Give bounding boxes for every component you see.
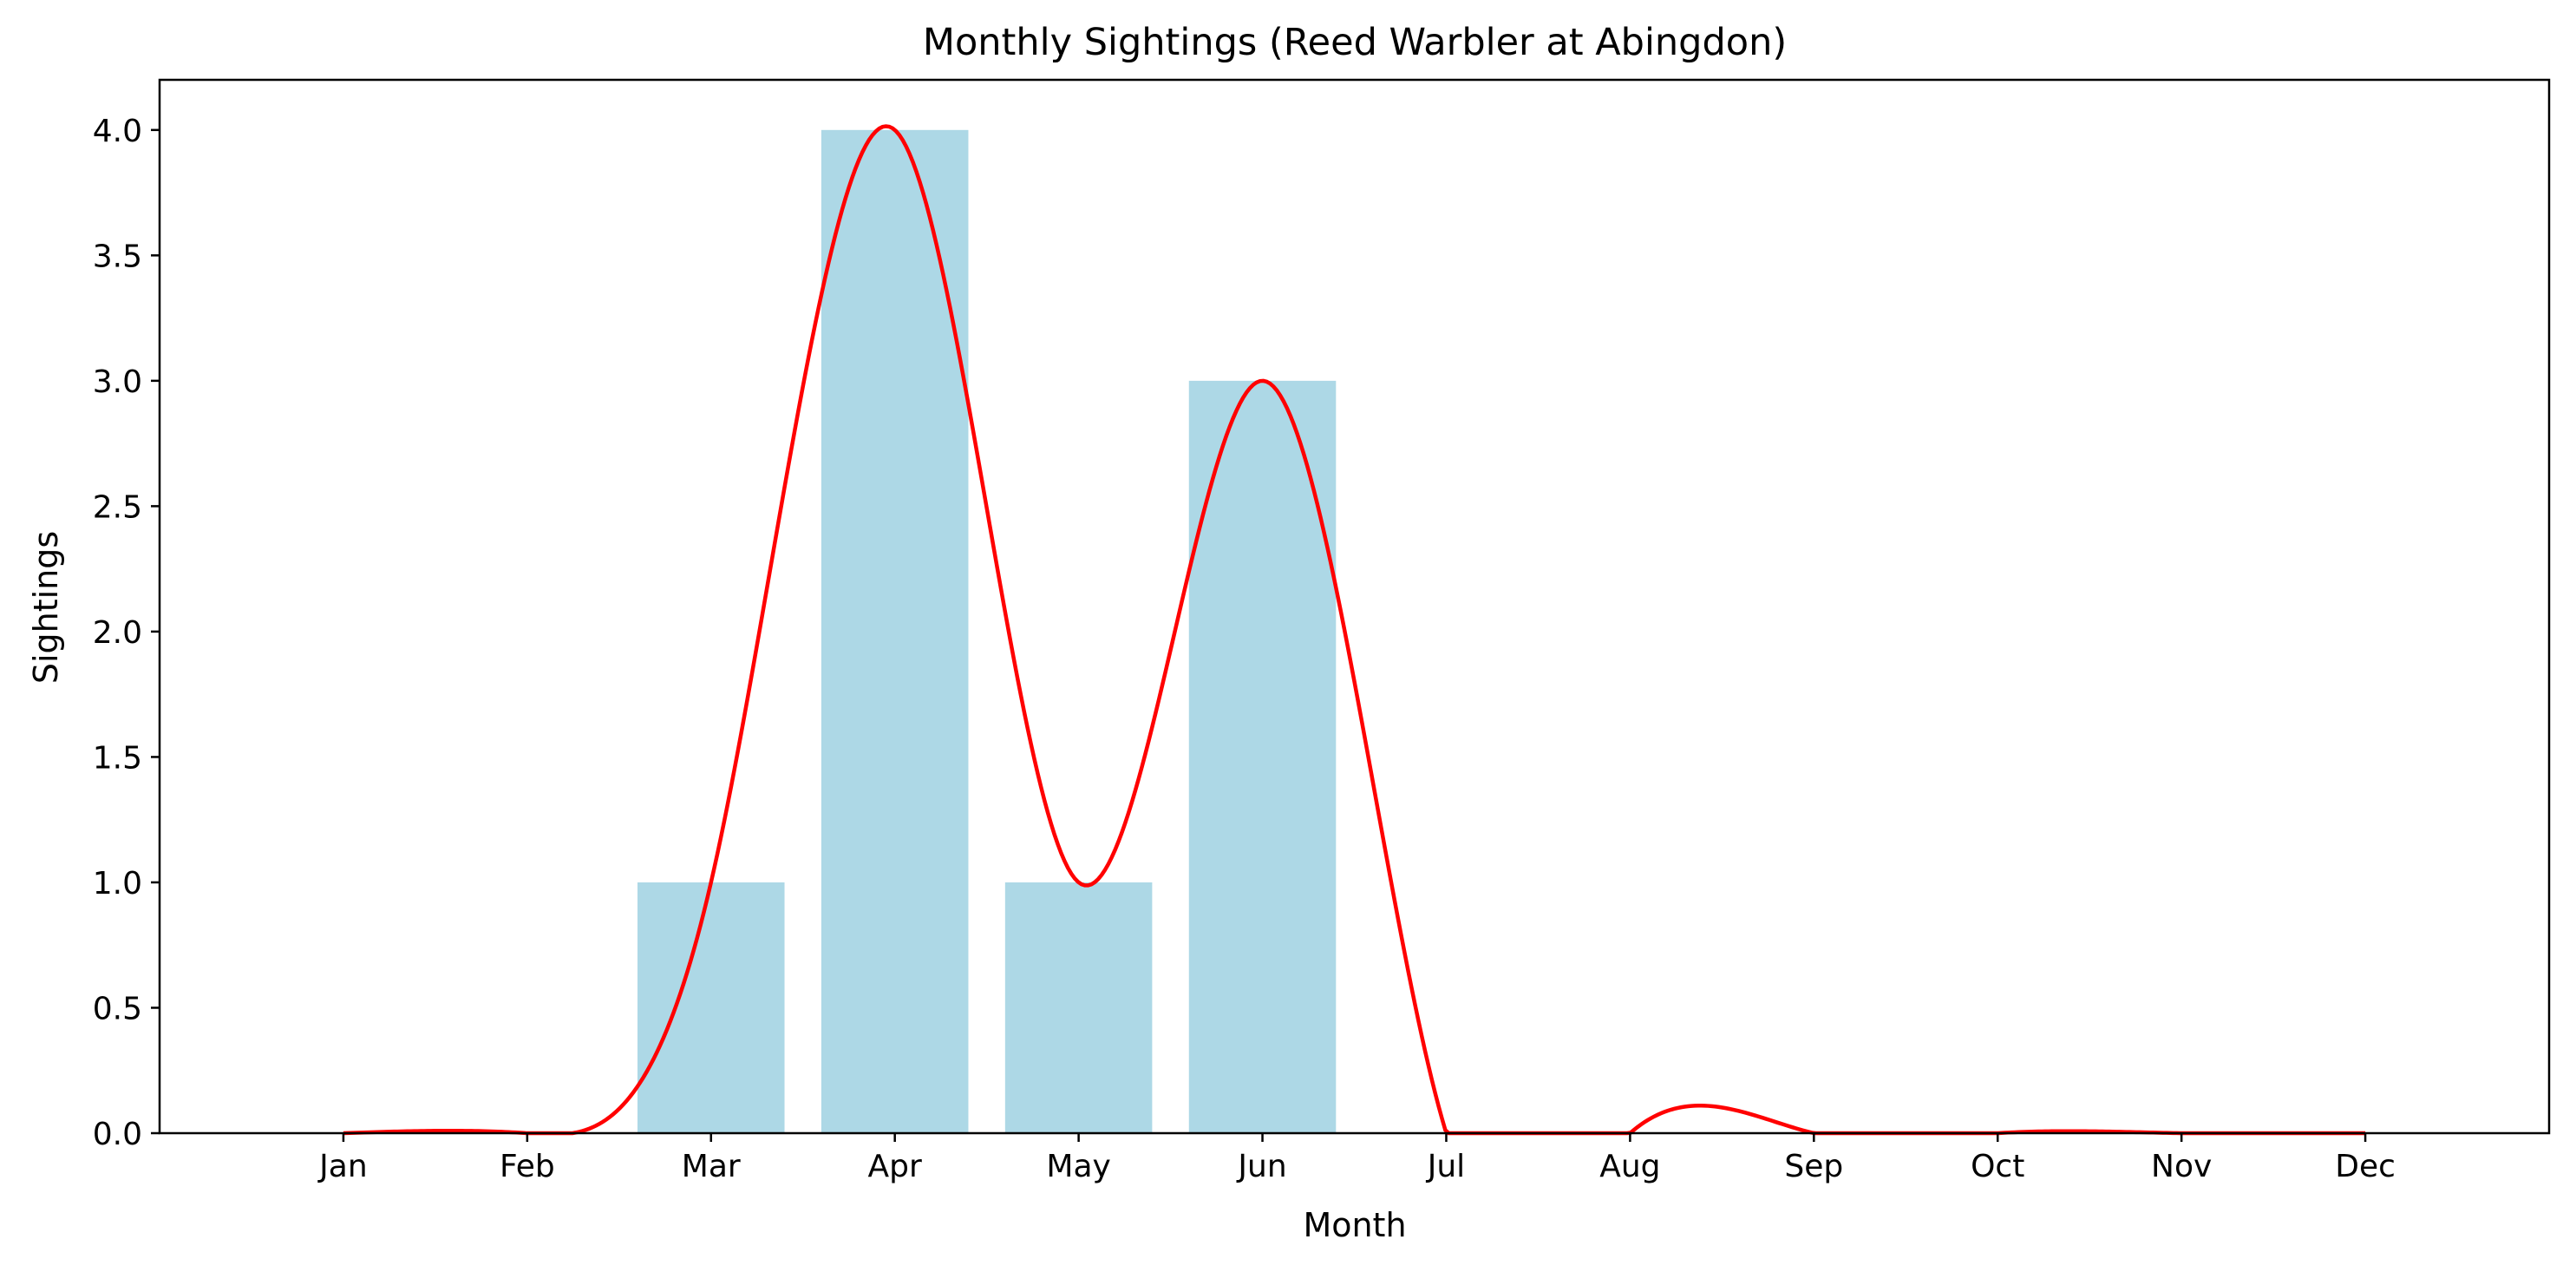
chart-title: Monthly Sightings (Reed Warbler at Abing…: [923, 21, 1787, 64]
y-tick-label: 3.0: [93, 364, 142, 400]
x-tick-label: Feb: [500, 1149, 555, 1184]
x-tick-label: Jul: [1426, 1149, 1465, 1184]
trend-line: [343, 124, 2366, 1136]
bar-mar: [637, 882, 785, 1133]
x-tick-label: Jan: [317, 1149, 368, 1184]
y-tick-label: 4.0: [93, 114, 142, 149]
x-tick-label: Mar: [682, 1149, 741, 1184]
bar-may: [1004, 882, 1153, 1133]
x-tick-label: May: [1046, 1149, 1110, 1184]
y-tick-label: 1.5: [93, 740, 142, 776]
y-tick-label: 0.5: [93, 991, 142, 1026]
x-tick-label: Dec: [2335, 1149, 2396, 1184]
x-tick-label: Apr: [868, 1149, 922, 1184]
y-tick-label: 2.5: [93, 489, 142, 525]
x-axis-label: Month: [1303, 1206, 1406, 1244]
y-tick-label: 2.0: [93, 615, 142, 651]
bar-series: [637, 129, 1337, 1133]
y-axis: 0.0 0.5 1.0 1.5 2.0 2.5 3.0 3.5 4.0: [93, 114, 160, 1152]
plot-frame: [158, 78, 2551, 1135]
bar-apr: [821, 129, 969, 1133]
x-tick-label: Oct: [1971, 1149, 2024, 1184]
y-tick-label: 3.5: [93, 239, 142, 274]
y-tick-label: 0.0: [93, 1117, 142, 1152]
bar-jun: [1188, 380, 1337, 1133]
y-tick-label: 1.0: [93, 866, 142, 902]
y-axis-label: Sightings: [27, 531, 65, 684]
x-tick-label: Aug: [1599, 1149, 1660, 1184]
x-tick-label: Jun: [1236, 1149, 1286, 1184]
x-tick-label: Nov: [2151, 1149, 2212, 1184]
x-tick-label: Sep: [1784, 1149, 1843, 1184]
x-axis: Jan Feb Mar Apr May Jun Jul Aug Sep Oct Nov Dec: [317, 1133, 2396, 1184]
